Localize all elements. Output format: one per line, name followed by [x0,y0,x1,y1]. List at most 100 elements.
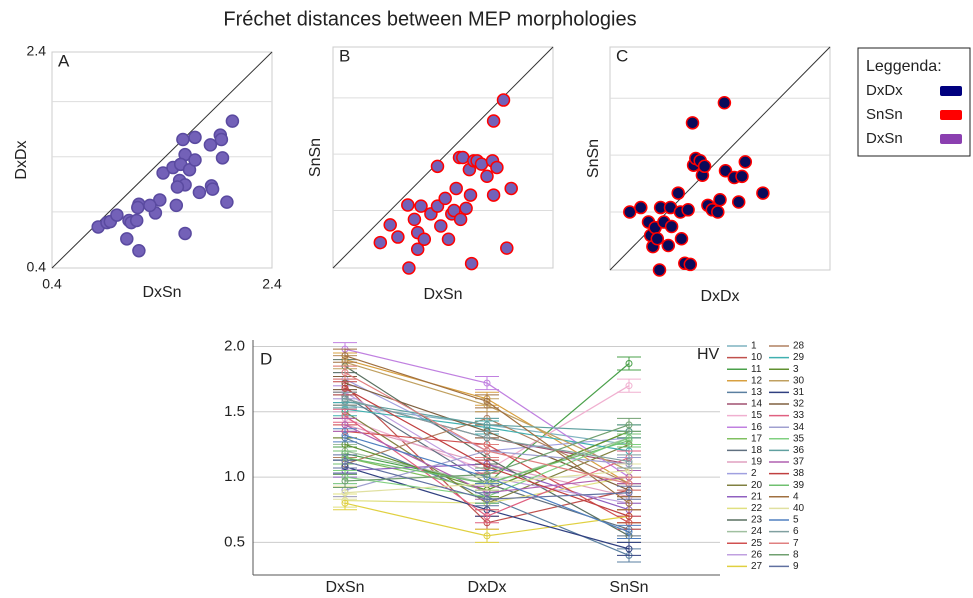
scatter-point [132,243,146,258]
error-bar [333,365,357,380]
diagonal [51,51,273,269]
legend-label: DxSn [866,130,903,147]
scatter-point [215,151,230,165]
plot-frame [51,51,273,269]
legend-label: 16 [751,422,763,433]
y-tick-label: 2.4 [27,43,47,59]
legend-label: 33 [793,410,805,421]
x-axis-label: DxSn [142,284,181,301]
scatter-point [373,235,388,250]
error-bar [617,454,641,469]
scatter-point [459,201,473,216]
legend-label: 11 [751,364,762,375]
legend-label: 7 [793,538,799,549]
legend-label: 10 [751,352,763,363]
data-point [625,512,633,520]
error-bar [617,485,641,500]
scatter-point [434,219,448,233]
figure-title: Fréchet distances between MEP morphologi… [223,8,636,30]
scatter-point [486,114,501,128]
legend-label: 38 [793,468,805,479]
diagonal [609,46,831,271]
error-bar [333,473,357,489]
scatter-point [456,150,470,165]
panel-label: A [58,51,70,70]
error-bar [333,428,357,443]
scatter-point [449,181,463,196]
error-bar [617,378,641,393]
scatter-point [496,93,511,107]
legend-label: 29 [793,352,805,363]
error-bar [475,394,499,409]
data-point [625,437,633,445]
data-point [341,489,349,497]
legend-label: 40 [793,503,805,514]
x-tick-label: DxSn [325,579,364,596]
data-point [625,382,633,390]
scatter-point [220,195,234,209]
legend-label: 39 [793,480,805,491]
legend-label: 27 [751,561,763,572]
scatter-point [713,193,727,207]
error-bar [475,376,499,391]
scatter-point [756,186,770,200]
scatter-point [383,218,397,232]
x-tick-label: 0.4 [42,276,62,292]
data-point [625,457,633,465]
scatter-point [188,130,202,145]
scatter-point [225,114,240,128]
error-bar [333,348,357,363]
plot-frame [609,46,831,271]
scatter-point [410,242,425,256]
legend-label: 31 [793,387,805,398]
data-point [341,457,349,465]
legend-label: 13 [751,387,763,398]
panel-label: C [616,46,628,65]
scatter-point [401,198,415,212]
scatter-point [681,203,695,217]
legend-label: 5 [793,515,799,526]
y-tick-label: 1.5 [224,403,245,420]
scatter-point [486,188,501,202]
x-axis-label: DxDx [700,288,739,305]
data-point [483,447,491,455]
scatter-point [391,230,405,244]
legend-label: 23 [751,515,763,526]
scatter-point [623,205,637,219]
scatter-point [453,212,468,227]
data-point [483,532,491,540]
scatter-point [169,198,184,213]
x-tick-label: 2.4 [262,276,282,292]
scatter-point [120,232,134,246]
y-axis-label: SnSn [585,139,602,178]
legend-label: 18 [751,445,763,456]
legend-swatch [940,134,962,144]
legend-label: 8 [793,549,799,560]
data-point [625,421,633,429]
legend-label: 17 [751,433,763,444]
scatter-point [131,200,145,215]
error-bar [333,391,357,406]
scatter-point [664,219,679,234]
data-point [483,470,491,478]
error-bar [617,541,641,556]
scatter-point [504,181,518,196]
y-tick-label: 0.4 [27,259,47,275]
legend-title: HV [697,346,720,363]
scatter-point [671,186,685,200]
scatter-point [731,195,746,209]
data-point [341,384,349,392]
scatter-point [697,159,712,174]
legend-label: 12 [751,375,763,386]
scatter-point [464,256,479,271]
error-bar [617,356,641,371]
legend-label: 2 [751,468,757,479]
scatter-point [735,169,749,184]
legend-label: 37 [793,457,805,468]
scatter-point [438,191,452,206]
error-bar [617,417,641,432]
scatter-point [430,159,445,174]
scatter-point [717,96,732,110]
x-tick-label: DxDx [467,579,506,596]
